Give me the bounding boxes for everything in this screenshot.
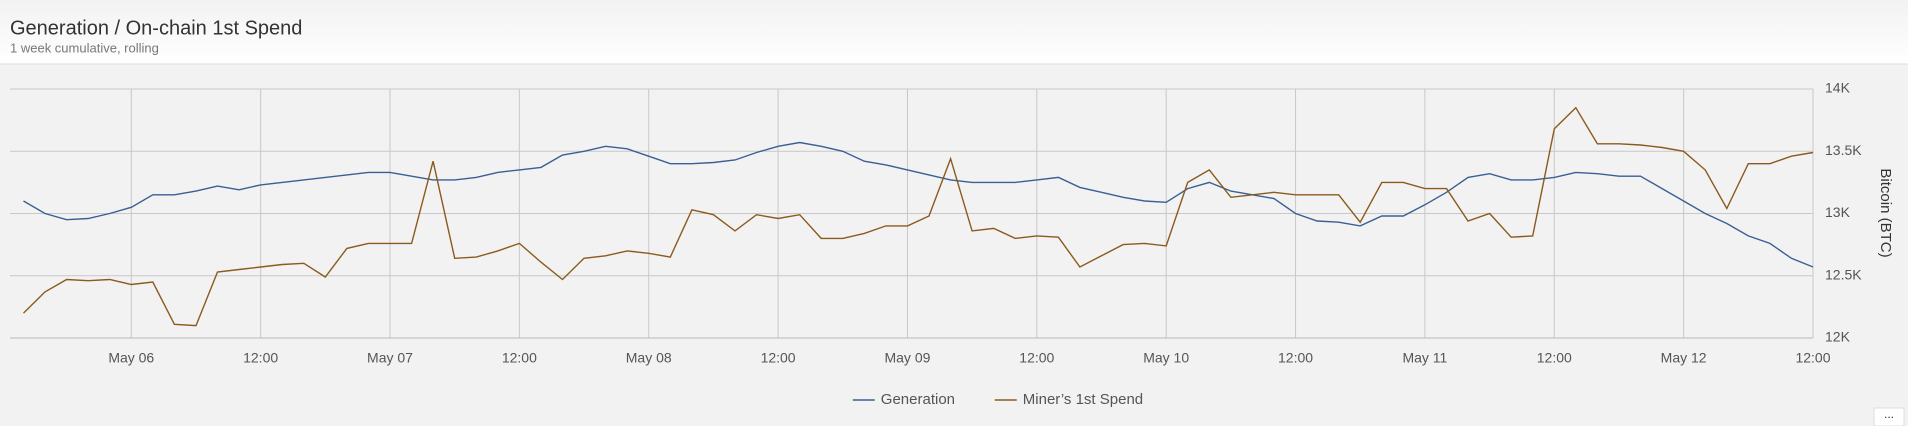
menu-button[interactable] (1873, 407, 1905, 426)
menu-icon[interactable]: ... (1884, 407, 1894, 421)
x-tick-label: May 08 (626, 350, 672, 366)
x-tick-label: 12:00 (761, 350, 796, 366)
x-tick-label: 12:00 (1537, 350, 1572, 366)
y-tick-label: 14K (1825, 80, 1851, 96)
series-line (23, 141, 1814, 268)
x-tick-label: May 11 (1402, 350, 1447, 366)
y-axis-title: Bitcoin (BTC) (1877, 168, 1894, 257)
header-background (0, 0, 1908, 64)
legend-label: Generation (881, 391, 955, 408)
y-tick-label: 13K (1825, 204, 1851, 220)
legend-label: Miner’s 1st Spend (1023, 391, 1143, 408)
x-tick-label: May 06 (108, 350, 154, 366)
x-tick-label: May 07 (367, 350, 413, 366)
series-line (23, 106, 1814, 327)
y-tick-label: 12.5K (1825, 266, 1862, 282)
x-tick-label: May 09 (884, 350, 930, 366)
y-tick-label: 13.5K (1825, 142, 1862, 158)
chart-title: Generation / On-chain 1st Spend (10, 17, 302, 39)
x-tick-label: May 12 (1661, 350, 1707, 366)
x-tick-label: 12:00 (502, 350, 537, 366)
x-tick-label: 12:00 (1795, 350, 1830, 366)
x-tick-label: 12:00 (243, 350, 278, 366)
x-tick-label: 12:00 (1278, 350, 1313, 366)
x-tick-label: May 10 (1143, 350, 1189, 366)
chart-subtitle: 1 week cumulative, rolling (10, 40, 159, 55)
y-tick-label: 12K (1825, 329, 1851, 345)
x-tick-label: 12:00 (1019, 350, 1054, 366)
